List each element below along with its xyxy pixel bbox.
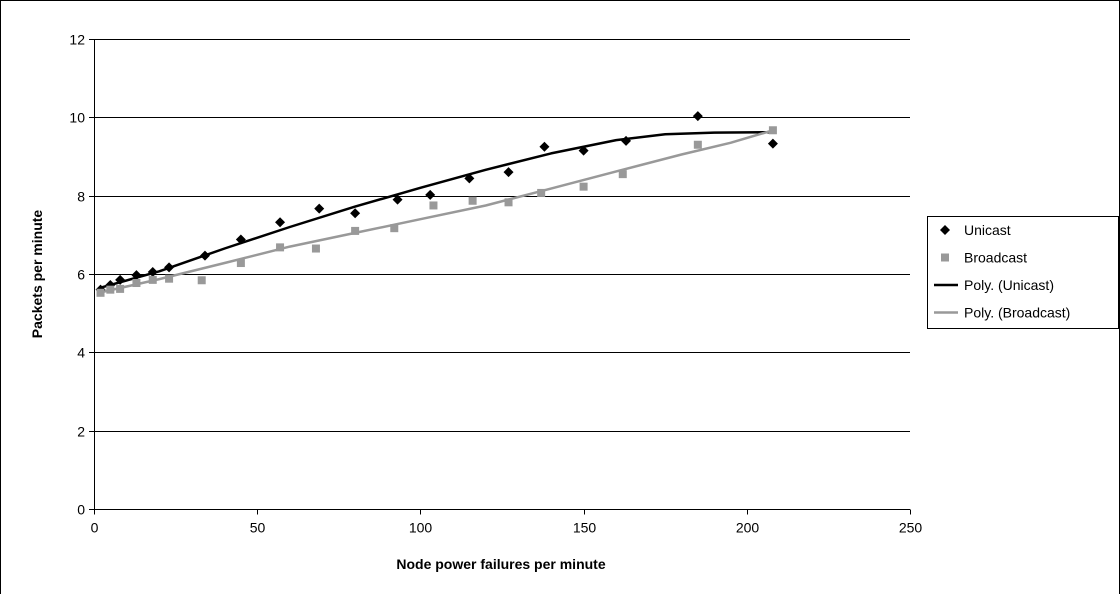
- point-broadcast: [106, 285, 115, 294]
- gridlines: [94, 39, 910, 432]
- x-tick-label: 100: [409, 520, 433, 536]
- point-unicast: [425, 189, 436, 200]
- point-unicast: [692, 111, 703, 122]
- point-unicast: [539, 141, 550, 152]
- point-broadcast: [429, 201, 438, 210]
- y-tick-label: 10: [69, 110, 85, 126]
- axes: 0 2 4 6 8 10 12 0 50 100 150 200 250: [69, 32, 922, 536]
- x-tick-label: 150: [573, 520, 597, 536]
- x-tick-label: 200: [736, 520, 760, 536]
- trendlines: [100, 129, 774, 294]
- y-tick-label: 4: [77, 345, 85, 361]
- y-tick-label: 0: [77, 502, 85, 518]
- point-broadcast: [693, 140, 702, 149]
- legend: Unicast Broadcast Poly. (Unicast) Poly. (Br…: [927, 216, 1119, 329]
- point-broadcast: [537, 188, 546, 197]
- y-axis-title: Packets per minute: [29, 210, 45, 339]
- point-unicast: [350, 208, 361, 219]
- point-unicast: [147, 267, 158, 278]
- legend-marker-0: [940, 225, 950, 235]
- point-unicast: [621, 135, 632, 146]
- point-unicast: [235, 234, 246, 245]
- y-tick-label: 8: [77, 189, 85, 205]
- point-broadcast: [768, 126, 777, 135]
- legend-marker-1: [941, 253, 949, 262]
- point-broadcast: [132, 279, 141, 288]
- point-broadcast: [579, 182, 588, 191]
- point-broadcast: [96, 288, 105, 297]
- point-broadcast: [390, 224, 399, 233]
- point-broadcast: [311, 244, 320, 253]
- point-unicast: [392, 194, 403, 205]
- point-broadcast: [504, 198, 513, 207]
- x-axis-title: Node power failures per minute: [396, 556, 605, 572]
- legend-label-3: Poly. (Broadcast): [964, 305, 1070, 321]
- point-unicast: [199, 250, 210, 261]
- point-unicast: [115, 274, 126, 285]
- point-broadcast: [197, 276, 206, 285]
- point-broadcast: [116, 284, 125, 293]
- point-unicast: [503, 167, 514, 178]
- y-tick-label: 6: [77, 267, 85, 283]
- trendline-poly-broadcast: [100, 129, 774, 294]
- point-unicast: [767, 138, 778, 149]
- y-tick-label: 2: [77, 424, 85, 440]
- legend-label-0: Unicast: [964, 222, 1011, 238]
- point-broadcast: [148, 275, 157, 284]
- point-broadcast: [165, 274, 174, 283]
- y-tick-label: 12: [69, 32, 85, 48]
- point-unicast: [464, 173, 475, 184]
- legend-label-2: Poly. (Unicast): [964, 277, 1054, 293]
- point-unicast: [164, 262, 175, 273]
- point-unicast: [314, 203, 325, 214]
- point-unicast: [275, 217, 286, 228]
- x-tick-label: 250: [899, 520, 923, 536]
- data-points: [95, 111, 778, 297]
- point-broadcast: [351, 226, 360, 235]
- point-unicast: [131, 270, 142, 281]
- legend-box: [927, 216, 1119, 329]
- point-broadcast: [618, 170, 627, 179]
- legend-label-1: Broadcast: [964, 250, 1027, 266]
- trendline-poly-unicast: [100, 130, 773, 289]
- point-broadcast: [276, 243, 285, 252]
- point-unicast: [578, 145, 589, 156]
- x-tick-label: 0: [91, 520, 99, 536]
- point-broadcast: [468, 196, 477, 205]
- point-broadcast: [236, 259, 245, 268]
- x-tick-label: 50: [250, 520, 266, 536]
